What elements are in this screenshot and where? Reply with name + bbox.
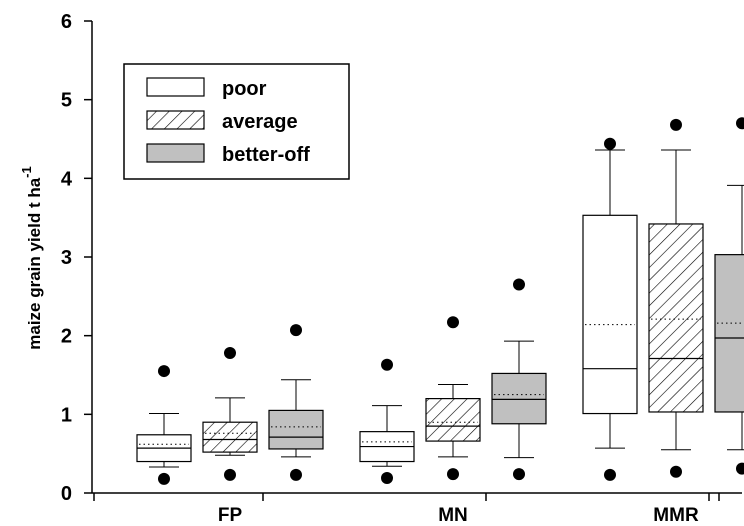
outlier-high-average-MN [447, 316, 459, 329]
outlier-low-poor-MMR [604, 468, 616, 481]
legend-label-better-off: better-off [222, 144, 310, 166]
box-better-off-FP [268, 409, 324, 450]
outlier-high-average-MMR [670, 118, 682, 131]
legend-swatch-average [146, 110, 205, 130]
plot-area: 0 1 2 3 4 5 6 FP MN MMR [61, 11, 744, 526]
outlier-high-average-FP [224, 346, 236, 359]
outlier-low-better-off-MMR [736, 462, 744, 475]
outlier-low-average-MMR [670, 465, 682, 478]
legend-swatch-poor [146, 77, 205, 97]
x-category-label-FP: FP [218, 505, 243, 526]
outlier-low-poor-FP [158, 472, 170, 485]
y-axis-title-superscript: -1 [19, 166, 34, 178]
legend-label-poor: poor [222, 78, 267, 100]
outlier-high-better-off-FP [290, 324, 302, 337]
legend-label-average: average [222, 111, 298, 133]
outlier-low-average-MN [447, 468, 459, 481]
y-tick-label-4: 4 [61, 168, 73, 190]
outlier-low-better-off-FP [290, 468, 302, 481]
y-tick-label-6: 6 [61, 11, 72, 33]
legend-swatch-better-off [146, 143, 205, 163]
y-axis-title-text: maize grain yield t ha [25, 177, 44, 349]
outlier-high-better-off-MN [513, 278, 525, 291]
y-axis-title: maize grain yield t ha-1 [19, 166, 44, 350]
box-better-off-MMR [714, 254, 744, 413]
box-better-off-MN [491, 372, 547, 425]
outlier-high-poor-MMR [604, 137, 616, 150]
x-category-label-MN: MN [438, 505, 468, 526]
box-average-MN [425, 398, 481, 442]
outlier-low-average-FP [224, 468, 236, 481]
x-category-label-MMR: MMR [653, 505, 699, 526]
outlier-low-better-off-MN [513, 468, 525, 481]
outlier-high-poor-FP [158, 365, 170, 378]
box-poor-MMR [582, 214, 638, 415]
outlier-high-better-off-MMR [736, 117, 744, 130]
y-tick-label-2: 2 [61, 326, 72, 348]
y-tick-label-5: 5 [61, 90, 72, 112]
box-average-MMR [648, 223, 704, 413]
y-tick-label-0: 0 [61, 483, 72, 505]
legend: poor average better-off [123, 63, 350, 180]
y-tick-label-1: 1 [61, 404, 72, 426]
y-tick-label-3: 3 [61, 247, 72, 269]
box-average-FP [202, 421, 258, 453]
outlier-high-poor-MN [381, 358, 393, 371]
outlier-low-poor-MN [381, 472, 393, 485]
